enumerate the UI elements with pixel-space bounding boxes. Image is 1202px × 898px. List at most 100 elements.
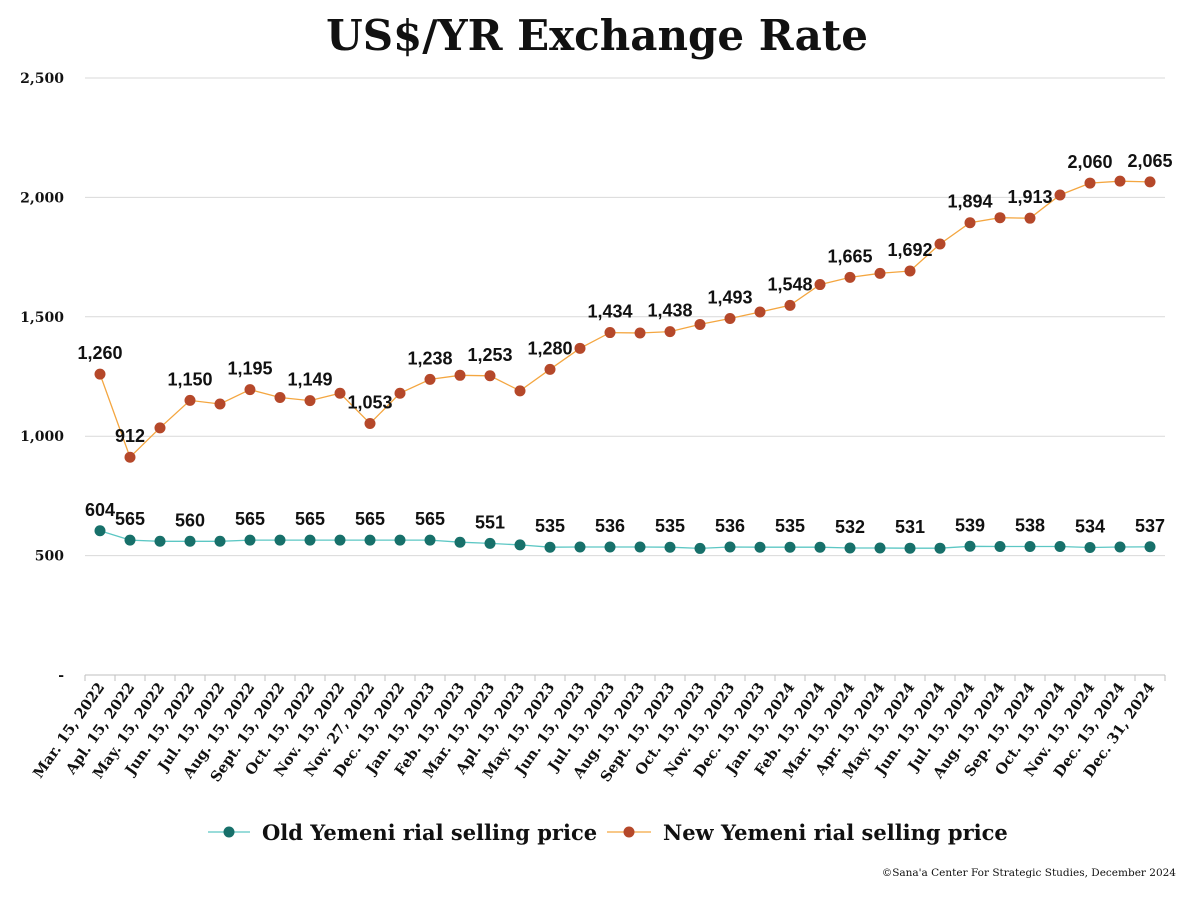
y-tick-label: 2,000 bbox=[20, 190, 64, 206]
data-point bbox=[484, 370, 496, 382]
data-point bbox=[694, 542, 706, 554]
data-point bbox=[934, 542, 946, 554]
data-point bbox=[1114, 175, 1126, 187]
data-point bbox=[994, 541, 1006, 553]
source-credit: ©Sana'a Center For Strategic Studies, De… bbox=[882, 867, 1177, 879]
data-point bbox=[664, 326, 676, 338]
y-tick-label: - bbox=[58, 668, 64, 684]
data-point bbox=[214, 535, 226, 547]
data-point bbox=[724, 312, 736, 324]
series-lines bbox=[94, 175, 1156, 554]
data-point bbox=[874, 542, 886, 554]
data-label: 1,149 bbox=[287, 370, 332, 390]
data-point bbox=[364, 534, 376, 546]
y-tick-label: 1,000 bbox=[20, 429, 64, 445]
data-point bbox=[1144, 176, 1156, 188]
data-point bbox=[664, 541, 676, 553]
data-label: 531 bbox=[895, 517, 925, 537]
data-point bbox=[454, 369, 466, 381]
data-point bbox=[1144, 541, 1156, 553]
data-label: 1,280 bbox=[527, 338, 572, 358]
data-label: 2,060 bbox=[1067, 152, 1112, 172]
data-point bbox=[1054, 189, 1066, 201]
legend-item: Old Yemeni rial selling price bbox=[208, 820, 597, 845]
data-labels: 604 565 560 565 565 565 565 551 535 536 535 536 535 5… bbox=[77, 151, 1172, 537]
data-point bbox=[514, 539, 526, 551]
data-point bbox=[784, 299, 796, 311]
data-point bbox=[334, 387, 346, 399]
data-point bbox=[754, 306, 766, 318]
data-label: 534 bbox=[1075, 516, 1105, 536]
data-point bbox=[394, 534, 406, 546]
data-point bbox=[1084, 177, 1096, 189]
data-label: 1,260 bbox=[77, 343, 122, 363]
data-label: 565 bbox=[355, 509, 385, 529]
data-point bbox=[304, 395, 316, 407]
data-point bbox=[1024, 541, 1036, 553]
data-point bbox=[154, 422, 166, 434]
data-label: 560 bbox=[175, 510, 205, 530]
data-point bbox=[724, 541, 736, 553]
data-point bbox=[574, 541, 586, 553]
data-label: 551 bbox=[475, 512, 505, 532]
data-label: 1,692 bbox=[887, 240, 932, 260]
data-label: 2,065 bbox=[1127, 151, 1172, 171]
data-point bbox=[364, 418, 376, 430]
legend-item: New Yemeni rial selling price bbox=[607, 820, 1008, 845]
data-label: 1,894 bbox=[947, 192, 992, 212]
data-label: 565 bbox=[415, 509, 445, 529]
data-point bbox=[154, 535, 166, 547]
data-label: 535 bbox=[655, 516, 685, 536]
data-point bbox=[874, 267, 886, 279]
data-point bbox=[994, 212, 1006, 224]
data-point bbox=[244, 534, 256, 546]
data-point bbox=[964, 540, 976, 552]
legend-marker bbox=[223, 826, 235, 838]
data-label: 1,665 bbox=[827, 246, 872, 266]
data-point bbox=[424, 534, 436, 546]
data-point bbox=[964, 217, 976, 229]
data-label: 565 bbox=[295, 509, 325, 529]
legend-marker bbox=[623, 826, 635, 838]
data-label: 912 bbox=[115, 426, 145, 446]
data-label: 535 bbox=[775, 516, 805, 536]
data-point bbox=[604, 327, 616, 339]
y-axis-ticks: - 500 1,000 1,500 2,000 2,500 bbox=[20, 71, 64, 684]
data-point bbox=[124, 451, 136, 463]
data-label: 1,150 bbox=[167, 369, 212, 389]
data-point bbox=[814, 279, 826, 291]
data-point bbox=[904, 265, 916, 277]
data-label: 565 bbox=[235, 509, 265, 529]
data-label: 1,438 bbox=[647, 301, 692, 321]
series-old-rial bbox=[94, 525, 1156, 554]
data-point bbox=[904, 542, 916, 554]
legend: Old Yemeni rial selling price New Yemeni … bbox=[208, 820, 1008, 845]
data-point bbox=[544, 541, 556, 553]
data-label: 537 bbox=[1135, 516, 1165, 536]
y-tick-label: 2,500 bbox=[20, 71, 64, 87]
data-point bbox=[394, 387, 406, 399]
data-point bbox=[1114, 541, 1126, 553]
data-point bbox=[184, 535, 196, 547]
data-point bbox=[604, 541, 616, 553]
data-label: 565 bbox=[115, 509, 145, 529]
data-point bbox=[814, 541, 826, 553]
data-point bbox=[514, 385, 526, 397]
legend-label: Old Yemeni rial selling price bbox=[262, 820, 597, 845]
data-point bbox=[634, 541, 646, 553]
data-label: 604 bbox=[85, 500, 115, 520]
data-point bbox=[934, 238, 946, 250]
data-label: 1,493 bbox=[707, 287, 752, 307]
data-point bbox=[274, 534, 286, 546]
data-point bbox=[634, 327, 646, 339]
data-label: 536 bbox=[595, 516, 625, 536]
data-label: 536 bbox=[715, 516, 745, 536]
data-point bbox=[844, 542, 856, 554]
data-label: 1,053 bbox=[347, 393, 392, 413]
data-point bbox=[244, 384, 256, 396]
data-point bbox=[1084, 541, 1096, 553]
data-label: 532 bbox=[835, 517, 865, 537]
data-point bbox=[184, 394, 196, 406]
